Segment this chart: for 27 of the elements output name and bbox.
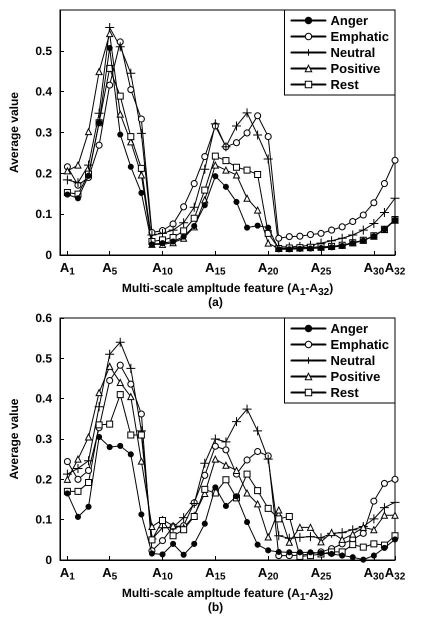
y-tick-label: 0: [45, 553, 52, 567]
y-tick-label: 0.5: [35, 44, 52, 58]
y-tick-label: 0.2: [35, 472, 52, 486]
legend-label: Anger: [330, 321, 368, 336]
y-tick-label: 0.3: [35, 126, 52, 140]
legend-label: Rest: [330, 77, 360, 92]
y-axis-title: Average value: [7, 398, 21, 480]
text: (b): [208, 600, 224, 614]
legend-label: Emphatic: [330, 337, 390, 352]
y-tick-label: 0.1: [35, 207, 52, 222]
legend-label: Anger: [330, 13, 368, 28]
legend-label: Neutral: [330, 353, 376, 368]
text: (a): [208, 295, 223, 309]
legend-label: Neutral: [330, 45, 376, 60]
y-tick-label: 0.2: [35, 166, 52, 180]
y-tick-label: 0.3: [35, 432, 52, 446]
legend-label: Positive: [330, 369, 380, 384]
y-tick-label: 0.4: [35, 392, 52, 406]
y-tick-label: 0.5: [35, 351, 52, 366]
y-tick-label: 0.6: [35, 311, 52, 325]
legend-label: Positive: [330, 61, 380, 76]
y-tick-label: 0: [45, 248, 52, 262]
y-tick-label: 0.4: [35, 84, 52, 99]
legend-label: Emphatic: [330, 29, 390, 44]
y-axis-title: Average value: [7, 92, 21, 173]
legend-label: Rest: [330, 385, 360, 400]
y-tick-label: 0.1: [35, 512, 52, 527]
